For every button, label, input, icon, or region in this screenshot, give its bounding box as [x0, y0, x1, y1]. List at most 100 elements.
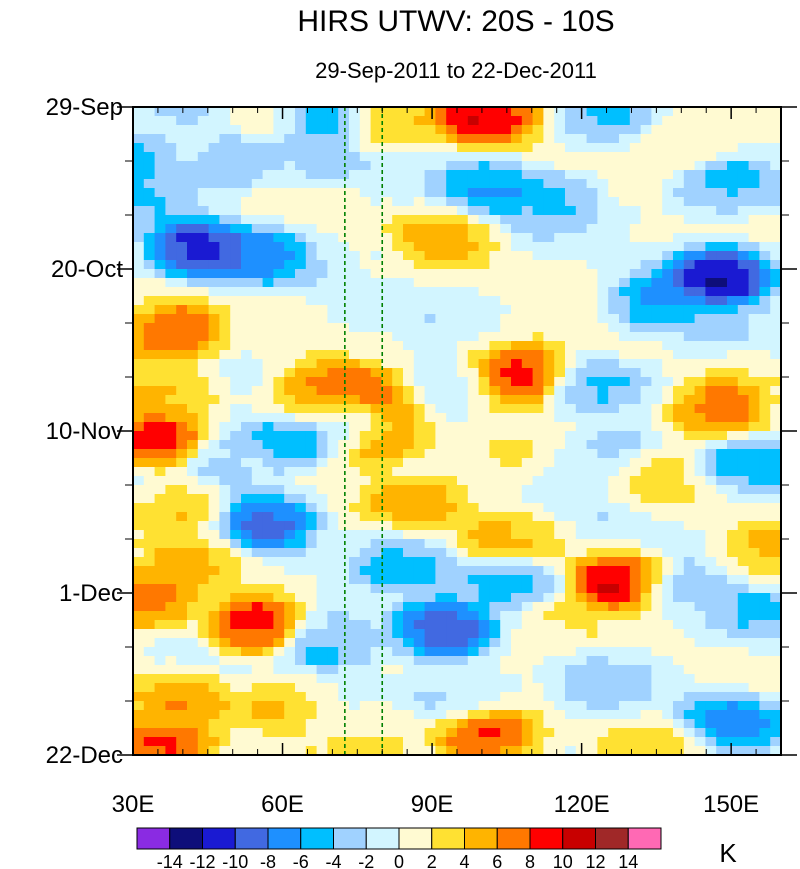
- heatmap-cell: [651, 359, 663, 369]
- heatmap-cell: [251, 386, 264, 396]
- heatmap-cell: [262, 494, 274, 504]
- heatmap-cell: [597, 188, 609, 198]
- heatmap-cell: [305, 413, 318, 423]
- heatmap-cell: [521, 332, 534, 342]
- heatmap-cell: [176, 269, 188, 279]
- heatmap-cell: [716, 674, 728, 684]
- heatmap-cell: [748, 323, 760, 333]
- heatmap-cell: [662, 332, 674, 342]
- heatmap-cell: [597, 368, 609, 378]
- heatmap-cell: [327, 422, 339, 432]
- heatmap-cell: [370, 107, 382, 117]
- heatmap-cell: [770, 629, 782, 639]
- heatmap-cell: [705, 143, 717, 153]
- heatmap-cell: [154, 719, 166, 729]
- x-tick-label: 90E: [411, 791, 454, 818]
- heatmap-cell: [187, 377, 199, 387]
- heatmap-cell: [565, 161, 577, 171]
- heatmap-cell: [597, 314, 609, 324]
- heatmap-cell: [511, 242, 523, 252]
- heatmap-cell: [575, 566, 588, 576]
- heatmap-cell: [273, 575, 285, 585]
- heatmap-cell: [467, 251, 480, 261]
- heatmap-cell: [251, 485, 264, 495]
- heatmap-cell: [770, 710, 782, 720]
- heatmap-cell: [727, 161, 739, 171]
- heatmap-cell: [295, 737, 307, 747]
- heatmap-cell: [251, 494, 264, 504]
- heatmap-cell: [413, 737, 426, 747]
- heatmap-cell: [597, 242, 609, 252]
- heatmap-cell: [381, 251, 393, 261]
- heatmap-cell: [446, 323, 458, 333]
- heatmap-cell: [435, 296, 447, 306]
- heatmap-cell: [176, 431, 188, 441]
- heatmap-cell: [467, 557, 480, 567]
- heatmap-cell: [694, 584, 706, 594]
- heatmap-cell: [284, 332, 296, 342]
- heatmap-cell: [597, 467, 609, 477]
- heatmap-cell: [143, 512, 156, 522]
- heatmap-cell: [424, 125, 436, 135]
- heatmap-cell: [694, 260, 706, 270]
- heatmap-cell: [597, 323, 609, 333]
- heatmap-cell: [457, 638, 469, 648]
- heatmap-cell: [133, 692, 145, 702]
- heatmap-cell: [770, 368, 782, 378]
- heatmap-cell: [673, 467, 685, 477]
- heatmap-cell: [694, 620, 706, 630]
- heatmap-cell: [500, 557, 512, 567]
- heatmap-cell: [230, 233, 242, 243]
- heatmap-cell: [295, 125, 307, 135]
- heatmap-cell: [403, 296, 415, 306]
- heatmap-cell: [273, 197, 285, 207]
- heatmap-cell: [467, 647, 480, 657]
- heatmap-cell: [424, 692, 436, 702]
- heatmap-cell: [446, 233, 458, 243]
- heatmap-cell: [413, 647, 426, 657]
- heatmap-cell: [262, 350, 274, 360]
- heatmap-cell: [381, 557, 393, 567]
- heatmap-cell: [165, 584, 177, 594]
- heatmap-cell: [424, 728, 436, 738]
- heatmap-cell: [608, 449, 620, 459]
- heatmap-cell: [273, 584, 285, 594]
- heatmap-cell: [662, 566, 674, 576]
- heatmap-cell: [251, 629, 264, 639]
- heatmap-cell: [381, 737, 393, 747]
- heatmap-cell: [424, 656, 436, 666]
- heatmap-cell: [662, 269, 674, 279]
- heatmap-cell: [727, 431, 739, 441]
- heatmap-cell: [651, 674, 663, 684]
- heatmap-cell: [716, 647, 728, 657]
- heatmap-cell: [143, 566, 156, 576]
- heatmap-cell: [662, 557, 674, 567]
- heatmap-cell: [187, 269, 199, 279]
- heatmap-cell: [629, 188, 642, 198]
- heatmap-cell: [662, 629, 674, 639]
- heatmap-cell: [424, 503, 436, 513]
- heatmap-cell: [629, 692, 642, 702]
- heatmap-cell: [208, 341, 220, 351]
- heatmap-cell: [403, 719, 415, 729]
- heatmap-cell: [359, 548, 372, 558]
- heatmap-cell: [716, 701, 728, 711]
- heatmap-cell: [597, 305, 609, 315]
- heatmap-cell: [662, 224, 674, 234]
- heatmap-cell: [759, 512, 771, 522]
- heatmap-cell: [467, 404, 480, 414]
- heatmap-cell: [338, 440, 350, 450]
- heatmap-cell: [359, 728, 372, 738]
- heatmap-cell: [770, 485, 782, 495]
- heatmap-cell: [770, 134, 782, 144]
- heatmap-cell: [295, 629, 307, 639]
- heatmap-cell: [629, 287, 642, 297]
- heatmap-cell: [705, 656, 717, 666]
- heatmap-cell: [716, 611, 728, 621]
- heatmap-cell: [187, 287, 199, 297]
- heatmap-cell: [197, 305, 210, 315]
- heatmap-cell: [359, 701, 372, 711]
- heatmap-cell: [457, 332, 469, 342]
- heatmap-cell: [370, 467, 382, 477]
- heatmap-cell: [597, 494, 609, 504]
